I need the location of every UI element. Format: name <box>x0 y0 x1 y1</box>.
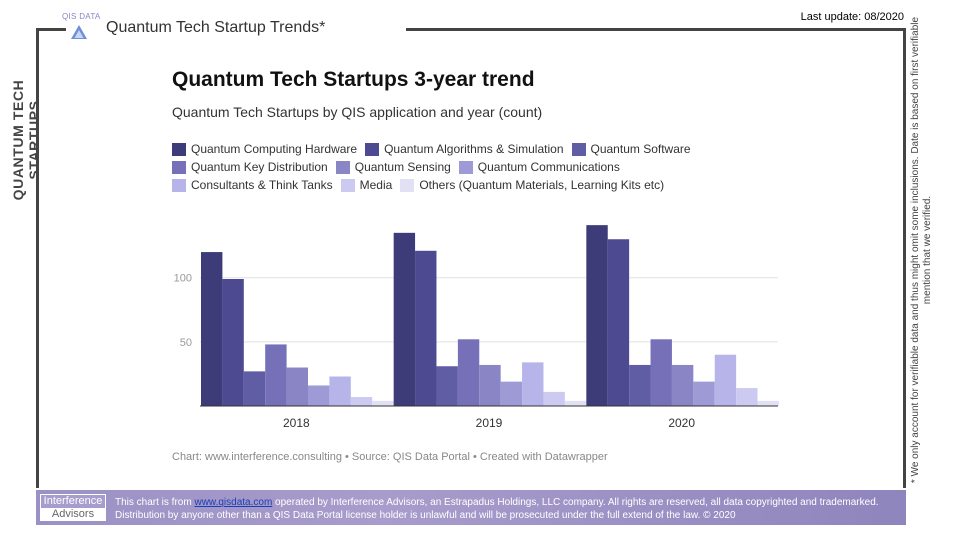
legend-swatch <box>172 160 186 174</box>
bar <box>714 354 737 406</box>
chart-subtitle: Quantum Tech Startups by QIS application… <box>172 104 543 120</box>
bar <box>286 367 308 406</box>
last-update-label: Last update: 08/2020 <box>800 11 904 23</box>
bar-chart: 50 100 2018 2019 2020 <box>174 225 779 430</box>
bar <box>222 279 244 406</box>
bar <box>522 362 544 406</box>
legend-item: Quantum Key Distribution <box>172 160 328 174</box>
bar <box>436 366 458 406</box>
bar <box>757 400 779 406</box>
legend-swatch <box>172 178 186 192</box>
bar <box>500 381 523 406</box>
y-tick-label: 100 <box>174 273 192 285</box>
copyright-text-end: operated by Interference Advisors, an Es… <box>115 497 879 521</box>
legend-label: Quantum Key Distribution <box>191 160 328 174</box>
bar <box>308 385 330 406</box>
frame-left-line <box>36 28 39 488</box>
bar <box>564 400 587 406</box>
copyright-text-start: This chart is from <box>115 497 195 508</box>
legend-row: Quantum Key Distribution Quantum Sensing… <box>172 158 732 176</box>
interference-advisors-logo: Interference Advisors <box>40 494 106 521</box>
bar <box>543 391 565 406</box>
bar <box>265 344 287 406</box>
qis-logo-icon <box>71 25 87 39</box>
bar <box>736 388 758 406</box>
y-tick-label: 50 <box>180 337 192 349</box>
bar <box>372 400 394 406</box>
legend-item: Quantum Algorithms & Simulation <box>365 142 564 156</box>
legend-row: Quantum Computing Hardware Quantum Algor… <box>172 140 732 158</box>
bar <box>415 250 437 406</box>
frame-top-left-line <box>36 28 66 31</box>
bar <box>650 339 672 406</box>
qis-data-logo-text: QIS DATA <box>62 12 101 21</box>
legend-swatch <box>340 178 355 192</box>
x-tick-label: 2018 <box>283 416 310 430</box>
copyright-footer-bar <box>36 490 906 525</box>
frame-right-line <box>903 28 906 488</box>
bar <box>671 364 694 406</box>
bar <box>607 239 630 406</box>
legend-label: Quantum Computing Hardware <box>191 142 358 156</box>
legend-label: Quantum Sensing <box>354 160 451 174</box>
legend-item: Quantum Software <box>571 142 691 156</box>
legend-label: Quantum Software <box>590 142 691 156</box>
side-footnote: * We only account for verifiable data an… <box>910 16 933 484</box>
bar <box>629 364 651 406</box>
legend-swatch <box>335 160 350 174</box>
bar <box>329 376 351 406</box>
legend-item: Quantum Computing Hardware <box>172 142 357 156</box>
bar <box>457 339 480 406</box>
legend-label: Quantum Algorithms & Simulation <box>384 142 564 156</box>
legend-swatch <box>458 160 473 174</box>
x-tick-label: 2020 <box>668 416 695 430</box>
legend-label: Media <box>359 178 393 192</box>
legend-swatch <box>400 178 415 192</box>
bar <box>586 225 608 406</box>
legend-item: Consultants & Think Tanks <box>172 178 333 192</box>
logo-bottom-text: Advisors <box>51 508 95 520</box>
legend-item: Quantum Communications <box>458 160 620 174</box>
legend-item: Quantum Sensing <box>335 160 451 174</box>
x-tick-label: 2019 <box>476 416 503 430</box>
chart-title: Quantum Tech Startups 3-year trend <box>172 68 535 91</box>
legend-item: Media <box>340 178 393 192</box>
bar <box>479 364 501 406</box>
legend-swatch <box>571 142 586 156</box>
page-title: Quantum Tech Startup Trends* <box>106 19 326 36</box>
chart-source-note: Chart: www.interference.consulting • Sou… <box>172 451 608 463</box>
bar <box>201 252 223 406</box>
chart-legend: Quantum Computing Hardware Quantum Algor… <box>172 140 732 194</box>
side-title: QUANTUM TECH STARTUPS <box>10 79 42 201</box>
copyright-text: This chart is from www.qisdata.com opera… <box>115 496 895 522</box>
legend-row: Consultants & Think Tanks Media Others (… <box>172 176 732 194</box>
legend-label: Others (Quantum Materials, Learning Kits… <box>419 178 665 192</box>
bar <box>350 397 373 406</box>
bar <box>693 381 715 406</box>
legend-swatch <box>365 142 380 156</box>
legend-swatch <box>172 142 186 156</box>
legend-label: Consultants & Think Tanks <box>191 178 333 192</box>
legend-label: Quantum Communications <box>477 160 620 174</box>
frame-top-right-line <box>406 28 906 31</box>
bar <box>393 232 416 406</box>
bar <box>243 371 266 406</box>
qisdata-link[interactable]: www.qisdata.com <box>194 497 273 508</box>
logo-top-text: Interference <box>41 495 105 508</box>
legend-item: Others (Quantum Materials, Learning Kits… <box>400 178 664 192</box>
